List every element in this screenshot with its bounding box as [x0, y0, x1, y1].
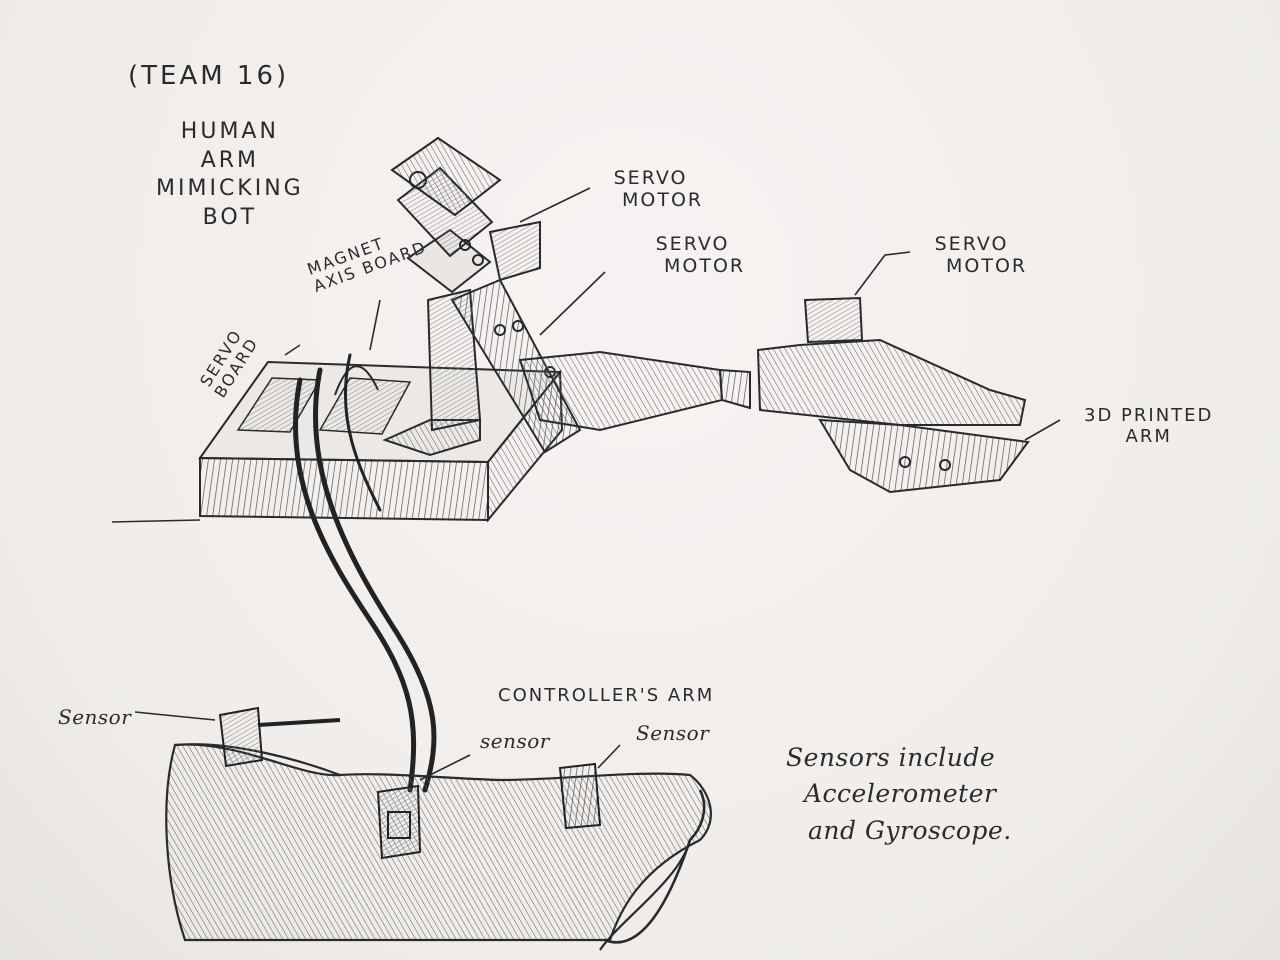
label-servo-motor-right: SERVO MOTOR	[934, 233, 1028, 277]
robot-forearm	[518, 350, 751, 432]
project-title-line3: MIMICKING	[156, 176, 304, 202]
robot-gripper	[756, 296, 1030, 494]
label-3d-printed-arm: 3D PRINTED ARM	[1084, 405, 1214, 447]
sensor-right-module	[558, 762, 602, 830]
robot-base	[111, 360, 564, 523]
project-title-line2: ARM	[200, 147, 260, 173]
robot-tower	[382, 136, 502, 457]
label-controllers-arm: CONTROLLER'S ARM	[498, 685, 715, 706]
project-title-line4: BOT	[202, 204, 258, 230]
label-sensor-mid: sensor	[480, 729, 550, 753]
wires	[293, 353, 437, 793]
controller-arm	[165, 743, 712, 951]
team-title: (TEAM 16)	[128, 61, 290, 91]
label-sensor-left: Sensor	[58, 705, 132, 729]
project-title-line1: HUMAN	[180, 119, 279, 144]
leader-lines	[134, 187, 1061, 781]
label-servo-motor-top: SERVO MOTOR	[613, 167, 704, 211]
label-servo-motor-mid: SERVO MOTOR	[655, 233, 746, 277]
note-sensors: Sensors include Accelerometer and Gyrosc…	[786, 743, 1012, 845]
label-sensor-right: Sensor	[636, 721, 710, 745]
sensor-mid-module	[376, 784, 422, 860]
project-title: HUMAN ARM MIMICKING BOT	[156, 118, 304, 232]
sensor-left-module	[218, 706, 341, 768]
magnet-axis-board	[318, 365, 412, 435]
